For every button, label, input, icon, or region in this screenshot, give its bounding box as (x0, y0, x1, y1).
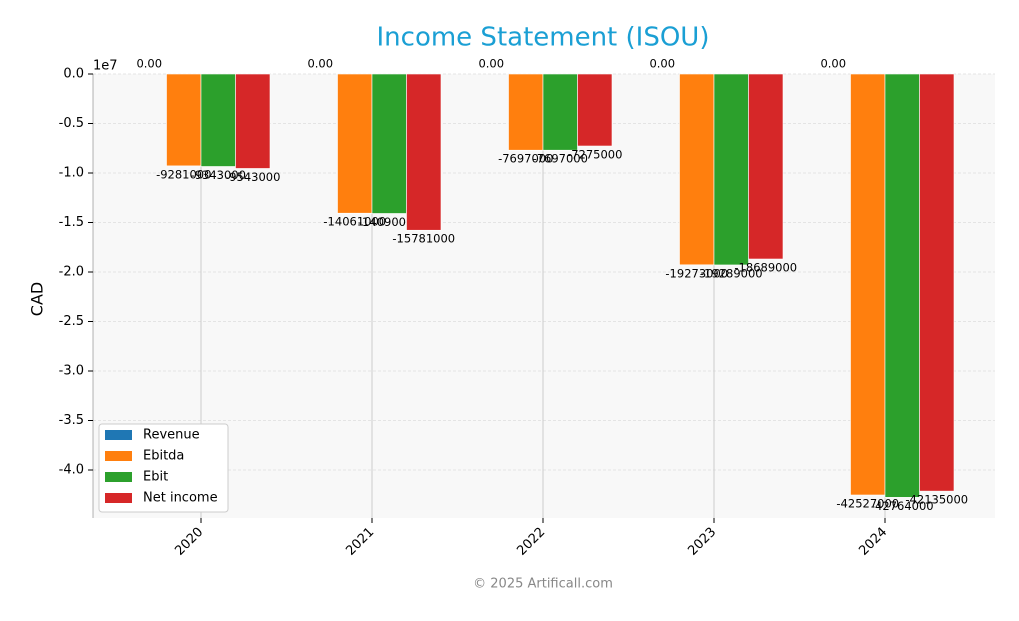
bar (850, 73, 886, 496)
legend: Revenue Ebitda Ebit Net income (98, 423, 229, 513)
value-label: -18689000 (734, 261, 797, 275)
y-tick-label: -1.5 (59, 215, 84, 230)
value-label: 0.00 (478, 57, 504, 71)
chart-title: Income Statement (ISOU) (377, 23, 710, 53)
y-tick-label: 0.0 (63, 67, 84, 82)
value-label: 0.00 (820, 57, 846, 71)
value-label: -14061000 (323, 215, 386, 229)
y-tick-label: -0.5 (59, 116, 84, 131)
bar (884, 73, 920, 498)
x-tick-label: 2022 (514, 525, 548, 559)
x-tick-label: 2020 (172, 525, 206, 559)
bar (919, 73, 955, 492)
bar (235, 73, 271, 169)
value-label: -15781000 (392, 232, 455, 246)
bar (166, 73, 202, 167)
value-label: -9343000 (191, 168, 246, 182)
value-label: -42135000 (905, 493, 968, 507)
y-tick-label: -4.0 (59, 462, 84, 477)
legend-swatch (105, 430, 132, 440)
value-label: -9281000 (156, 167, 211, 181)
legend-label: Ebitda (143, 449, 184, 464)
y-tick-label: -2.5 (59, 314, 84, 329)
bar (748, 73, 784, 260)
legend-label: Ebit (143, 470, 168, 485)
x-tick-label: 2021 (343, 525, 377, 559)
legend-box (98, 423, 229, 513)
value-label: 0.00 (307, 57, 333, 71)
legend-swatch (105, 493, 132, 503)
y-tick-label: -1.0 (59, 165, 84, 180)
bar (371, 73, 407, 214)
value-label: -42527000 (836, 497, 899, 511)
y-tick-label: -3.5 (59, 413, 84, 428)
legend-swatch (105, 451, 132, 461)
plot: 0.0 -0.5 -1.0 -1.5 -2.0 -2.5 -3.0 -3.5 -4.0 2020 2… (59, 57, 995, 559)
y-tick-label: -2.0 (59, 264, 84, 279)
legend-label: Revenue (143, 428, 200, 443)
value-label: -7275000 (567, 148, 622, 162)
value-label: -19273000 (665, 266, 728, 280)
bar (577, 73, 613, 147)
bar (508, 73, 544, 151)
y-offset-label: 1e7 (93, 59, 118, 74)
bar (679, 73, 715, 266)
y-tick-label: -3.0 (59, 363, 84, 378)
y-axis-label: CAD (28, 282, 47, 316)
x-tick-label: 2024 (856, 525, 890, 559)
value-label: 0.00 (136, 57, 162, 71)
value-label: -14090000 (358, 215, 421, 229)
bar (406, 73, 442, 231)
value-label: -7697000 (498, 152, 553, 166)
bar (542, 73, 578, 151)
legend-label: Net income (143, 491, 218, 506)
value-label: -9543000 (225, 170, 280, 184)
footer: © 2025 Artificall.com (473, 577, 613, 592)
value-label: 0.00 (649, 57, 675, 71)
value-label: -19289000 (700, 266, 763, 280)
bar (713, 73, 749, 266)
value-label: -42764000 (871, 499, 934, 513)
x-tick-label: 2023 (685, 525, 719, 559)
bar (337, 73, 373, 214)
legend-swatch (105, 472, 132, 482)
value-label: -7697000 (533, 152, 588, 166)
bar (200, 73, 236, 167)
